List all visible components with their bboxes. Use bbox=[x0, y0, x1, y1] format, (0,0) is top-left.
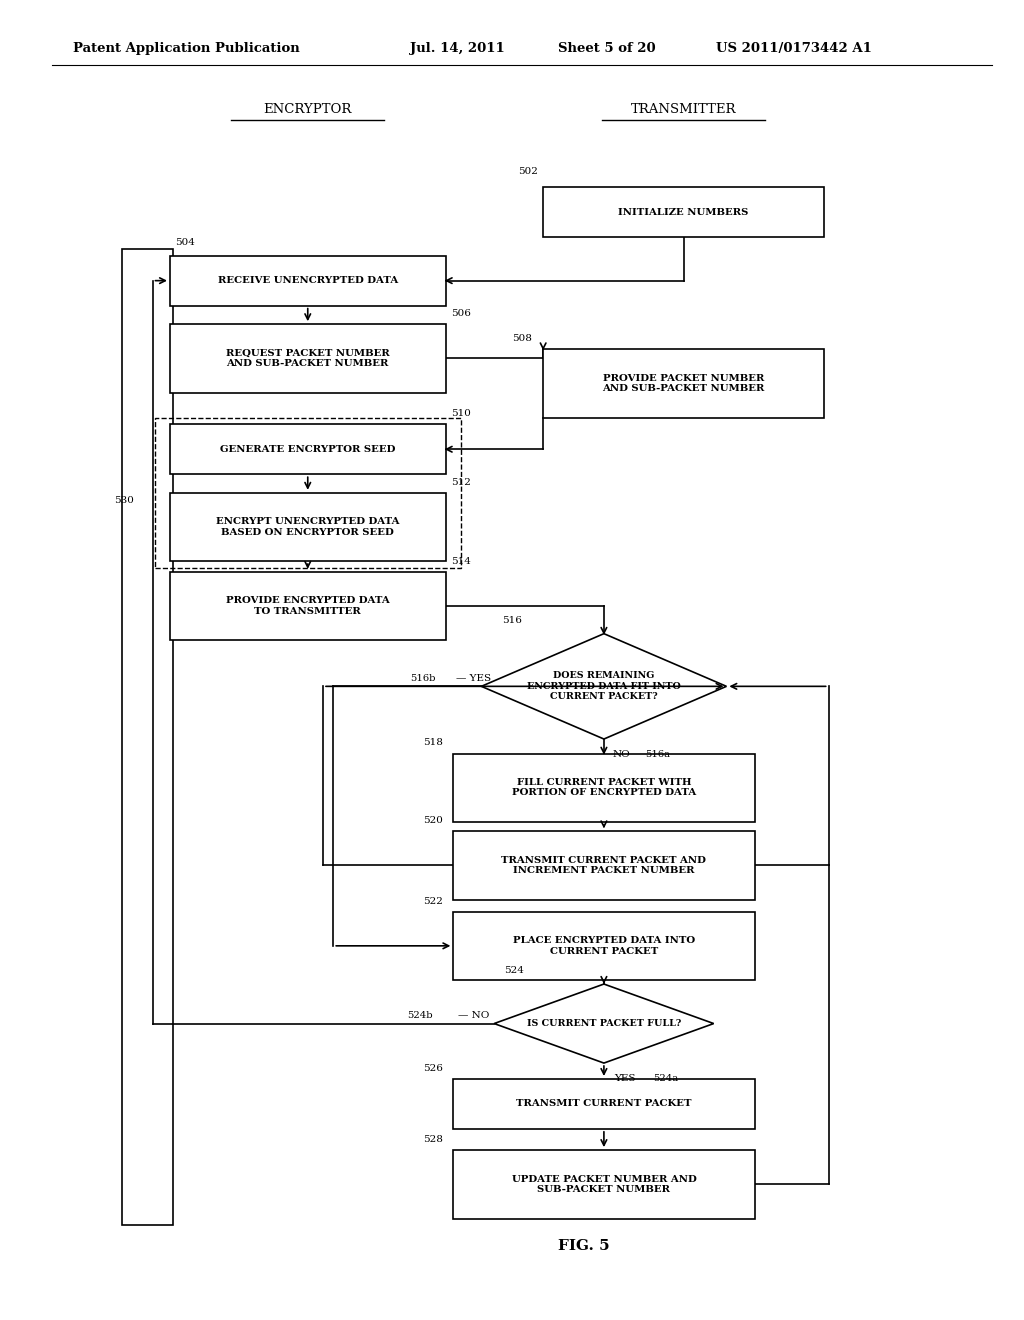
Text: 528: 528 bbox=[423, 1135, 442, 1144]
Text: 512: 512 bbox=[451, 478, 471, 487]
Text: 524: 524 bbox=[505, 966, 524, 975]
Polygon shape bbox=[495, 983, 714, 1063]
Bar bbox=[454, 832, 755, 900]
Text: PROVIDE ENCRYPTED DATA
TO TRANSMITTER: PROVIDE ENCRYPTED DATA TO TRANSMITTER bbox=[226, 597, 389, 615]
Text: 516b: 516b bbox=[410, 675, 435, 682]
Text: NO: NO bbox=[612, 750, 630, 759]
Text: 524a: 524a bbox=[653, 1074, 678, 1084]
Text: 504: 504 bbox=[175, 238, 195, 247]
Bar bbox=[170, 256, 445, 306]
Bar bbox=[155, 417, 461, 568]
Bar bbox=[543, 187, 824, 238]
Text: GENERATE ENCRYPTOR SEED: GENERATE ENCRYPTOR SEED bbox=[220, 445, 395, 454]
Text: PROVIDE PACKET NUMBER
AND SUB-PACKET NUMBER: PROVIDE PACKET NUMBER AND SUB-PACKET NUM… bbox=[602, 374, 765, 393]
Text: 506: 506 bbox=[451, 309, 471, 318]
Text: TRANSMIT CURRENT PACKET: TRANSMIT CURRENT PACKET bbox=[516, 1100, 691, 1109]
Text: 514: 514 bbox=[451, 557, 471, 566]
Bar bbox=[122, 249, 173, 1225]
Text: Patent Application Publication: Patent Application Publication bbox=[73, 42, 300, 55]
Text: TRANSMIT CURRENT PACKET AND
INCREMENT PACKET NUMBER: TRANSMIT CURRENT PACKET AND INCREMENT PA… bbox=[502, 855, 707, 875]
Text: 524b: 524b bbox=[408, 1011, 433, 1020]
Text: RECEIVE UNENCRYPTED DATA: RECEIVE UNENCRYPTED DATA bbox=[218, 276, 398, 285]
Text: PLACE ENCRYPTED DATA INTO
CURRENT PACKET: PLACE ENCRYPTED DATA INTO CURRENT PACKET bbox=[513, 936, 695, 956]
Bar bbox=[454, 1078, 755, 1129]
Text: 520: 520 bbox=[423, 816, 442, 825]
Text: DOES REMAINING
ENCRYPTED DATA FIT INTO
CURRENT PACKET?: DOES REMAINING ENCRYPTED DATA FIT INTO C… bbox=[527, 672, 681, 701]
Bar bbox=[454, 912, 755, 979]
Text: INITIALIZE NUMBERS: INITIALIZE NUMBERS bbox=[618, 207, 749, 216]
Text: FILL CURRENT PACKET WITH
PORTION OF ENCRYPTED DATA: FILL CURRENT PACKET WITH PORTION OF ENCR… bbox=[512, 777, 696, 797]
Text: — YES: — YES bbox=[456, 675, 490, 682]
Text: 516a: 516a bbox=[645, 750, 670, 759]
Text: — NO: — NO bbox=[459, 1011, 489, 1020]
Text: 510: 510 bbox=[451, 409, 471, 418]
Text: 522: 522 bbox=[423, 896, 442, 906]
Text: REQUEST PACKET NUMBER
AND SUB-PACKET NUMBER: REQUEST PACKET NUMBER AND SUB-PACKET NUM… bbox=[226, 348, 389, 368]
Text: 518: 518 bbox=[423, 738, 442, 747]
Text: YES: YES bbox=[614, 1074, 636, 1084]
Text: UPDATE PACKET NUMBER AND
SUB-PACKET NUMBER: UPDATE PACKET NUMBER AND SUB-PACKET NUMB… bbox=[512, 1175, 696, 1195]
Text: ENCRYPTOR: ENCRYPTOR bbox=[263, 103, 352, 116]
Text: ENCRYPT UNENCRYPTED DATA
BASED ON ENCRYPTOR SEED: ENCRYPT UNENCRYPTED DATA BASED ON ENCRYP… bbox=[216, 517, 399, 537]
Text: TRANSMITTER: TRANSMITTER bbox=[631, 103, 736, 116]
Polygon shape bbox=[481, 634, 726, 739]
Text: Jul. 14, 2011: Jul. 14, 2011 bbox=[410, 42, 505, 55]
Bar bbox=[170, 325, 445, 392]
Text: 502: 502 bbox=[518, 166, 538, 176]
Bar bbox=[543, 348, 824, 417]
Text: 516: 516 bbox=[502, 616, 521, 624]
Bar bbox=[454, 754, 755, 822]
Text: IS CURRENT PACKET FULL?: IS CURRENT PACKET FULL? bbox=[526, 1019, 681, 1028]
Text: FIG. 5: FIG. 5 bbox=[558, 1239, 609, 1253]
Text: 526: 526 bbox=[423, 1064, 442, 1073]
Text: 530: 530 bbox=[114, 496, 133, 506]
Text: Sheet 5 of 20: Sheet 5 of 20 bbox=[558, 42, 655, 55]
Bar bbox=[170, 424, 445, 474]
Bar bbox=[170, 572, 445, 640]
Bar bbox=[170, 492, 445, 561]
Text: 508: 508 bbox=[512, 334, 532, 343]
Bar bbox=[454, 1150, 755, 1218]
Text: US 2011/0173442 A1: US 2011/0173442 A1 bbox=[716, 42, 872, 55]
